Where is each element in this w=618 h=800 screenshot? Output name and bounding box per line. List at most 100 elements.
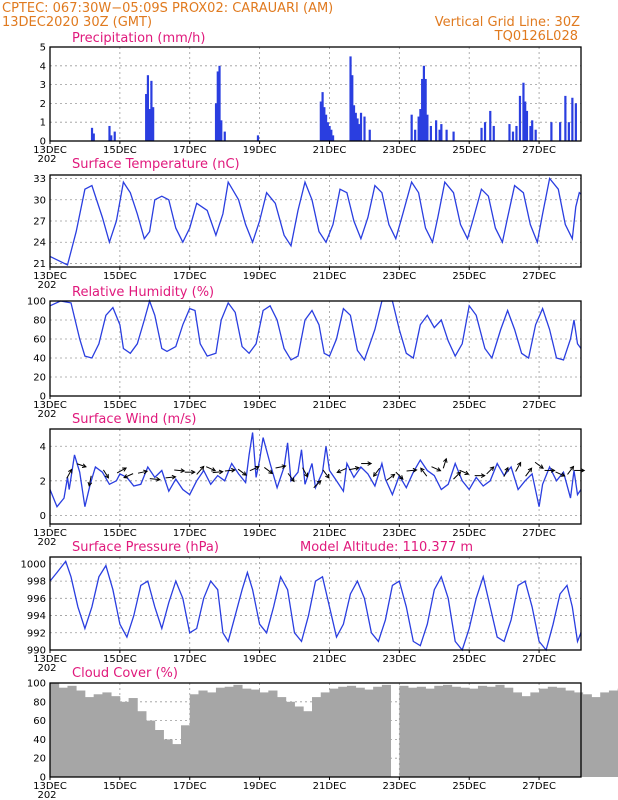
- cloud-bar: [93, 694, 103, 777]
- y-tick-label: 24: [33, 238, 46, 249]
- precip-bar: [146, 75, 150, 141]
- cloud-bar: [128, 698, 138, 777]
- y-tick-label: 0: [40, 137, 46, 148]
- wind-arrow: [386, 473, 396, 481]
- year-label: 202: [37, 537, 56, 548]
- precip-bar: [223, 131, 226, 141]
- wind-arrow: [515, 461, 522, 472]
- precip-bar: [324, 114, 328, 141]
- cloud-bar: [181, 725, 191, 777]
- precip-bar: [328, 125, 331, 141]
- precip-bar: [529, 125, 532, 141]
- header-location: CPTEC: 067:30W−05:09S PROX02: CARAUARI (…: [2, 1, 333, 16]
- x-tick-label: 19DEC: [243, 654, 277, 665]
- precip-bar: [421, 78, 424, 141]
- cloud-bar: [364, 689, 374, 777]
- precip-bar: [354, 112, 357, 141]
- precip-bar: [331, 135, 335, 141]
- y-tick-label: 2: [40, 99, 46, 110]
- wind-arrow: [184, 469, 196, 475]
- wind-arrow: [302, 467, 309, 478]
- y-tick-label: 0: [40, 773, 46, 784]
- x-tick-label: 27DEC: [522, 271, 556, 282]
- precip-bar: [564, 95, 567, 141]
- cloud-bar: [608, 690, 618, 777]
- wind-arrow: [116, 467, 128, 474]
- x-tick-label: 23DEC: [382, 654, 416, 665]
- cloud-bar: [277, 697, 287, 777]
- panel-annotation: Model Altitude: 110.377 m: [300, 540, 473, 555]
- cloud-bar: [111, 696, 121, 777]
- cloud-bar: [477, 685, 488, 777]
- x-tick-label: 21DEC: [313, 400, 347, 411]
- cloud-bar: [408, 687, 418, 777]
- precip-bar: [321, 92, 324, 141]
- cloud-bar: [242, 688, 252, 777]
- precip-bar: [218, 65, 221, 141]
- wind-arrow: [66, 468, 73, 479]
- cloud-bar: [76, 690, 86, 777]
- y-tick-label: 80: [33, 316, 46, 327]
- x-tick-label: 27DEC: [522, 145, 556, 156]
- precip-bar: [145, 94, 148, 141]
- precip-bar: [445, 129, 448, 141]
- precip-bar: [426, 114, 429, 141]
- x-tick-label: 23DEC: [382, 145, 416, 156]
- year-label: 202: [37, 154, 56, 165]
- precip-bar: [422, 65, 425, 141]
- precip-bar: [368, 129, 371, 141]
- wind-arrow: [149, 476, 161, 482]
- cloud-bar: [338, 686, 348, 777]
- wind-arrow: [313, 480, 322, 489]
- year-label: 202: [37, 280, 56, 291]
- precip-bar: [363, 116, 366, 141]
- cloud-bar: [582, 694, 592, 777]
- cloud-bar: [250, 689, 261, 777]
- x-tick-label: 21DEC: [313, 271, 347, 282]
- cloud-bar: [530, 692, 540, 777]
- precip-bar: [571, 97, 574, 141]
- x-tick-label: 13DEC: [33, 400, 67, 411]
- wind-arrow: [322, 469, 330, 479]
- precip-bar: [150, 80, 153, 141]
- precip-bar: [359, 112, 363, 141]
- wind-arrow: [574, 468, 586, 473]
- x-tick-label: 13DEC: [33, 271, 67, 282]
- cloud-bar: [504, 687, 514, 777]
- x-tick-label: 17DEC: [173, 400, 207, 411]
- panel-title: Cloud Cover (%): [72, 666, 178, 681]
- cloud-bar: [556, 687, 566, 777]
- year-label: 202: [37, 409, 56, 420]
- precip-bar: [525, 110, 529, 141]
- cloud-bar: [460, 687, 470, 777]
- x-tick-label: 27DEC: [522, 654, 556, 665]
- precip-bar: [438, 129, 441, 141]
- wind-arrow: [102, 469, 109, 479]
- x-tick-label: 21DEC: [313, 528, 347, 539]
- cloud-bar: [425, 688, 435, 777]
- precip-bar: [90, 127, 94, 141]
- year-label: 202: [37, 663, 56, 674]
- x-tick-label: 13DEC: [33, 145, 67, 156]
- panel-6: Cloud Cover (%) 0 20 40 60 80 100 13DEC 15DEC 17D…: [27, 666, 618, 800]
- cloud-bar: [312, 697, 322, 777]
- cloud-bar: [434, 685, 444, 777]
- x-tick-label: 23DEC: [382, 781, 416, 792]
- cloud-bar: [172, 744, 182, 777]
- precip-bar: [515, 125, 518, 141]
- cloud-bar: [451, 686, 461, 777]
- wind-arrow: [373, 467, 381, 478]
- y-tick-label: 5: [40, 43, 46, 54]
- x-tick-label: 23DEC: [382, 400, 416, 411]
- wind-arrow: [544, 468, 556, 473]
- x-tick-label: 19DEC: [243, 400, 277, 411]
- cloud-bar: [512, 692, 523, 777]
- series-line: [49, 432, 582, 508]
- panel-frame: [49, 46, 582, 142]
- x-tick-label: 17DEC: [173, 145, 207, 156]
- series-line: [49, 559, 582, 652]
- wind-arrow: [196, 465, 205, 475]
- precip-bar: [534, 129, 537, 141]
- precip-bar: [108, 125, 111, 141]
- y-tick-label: 1: [40, 118, 46, 129]
